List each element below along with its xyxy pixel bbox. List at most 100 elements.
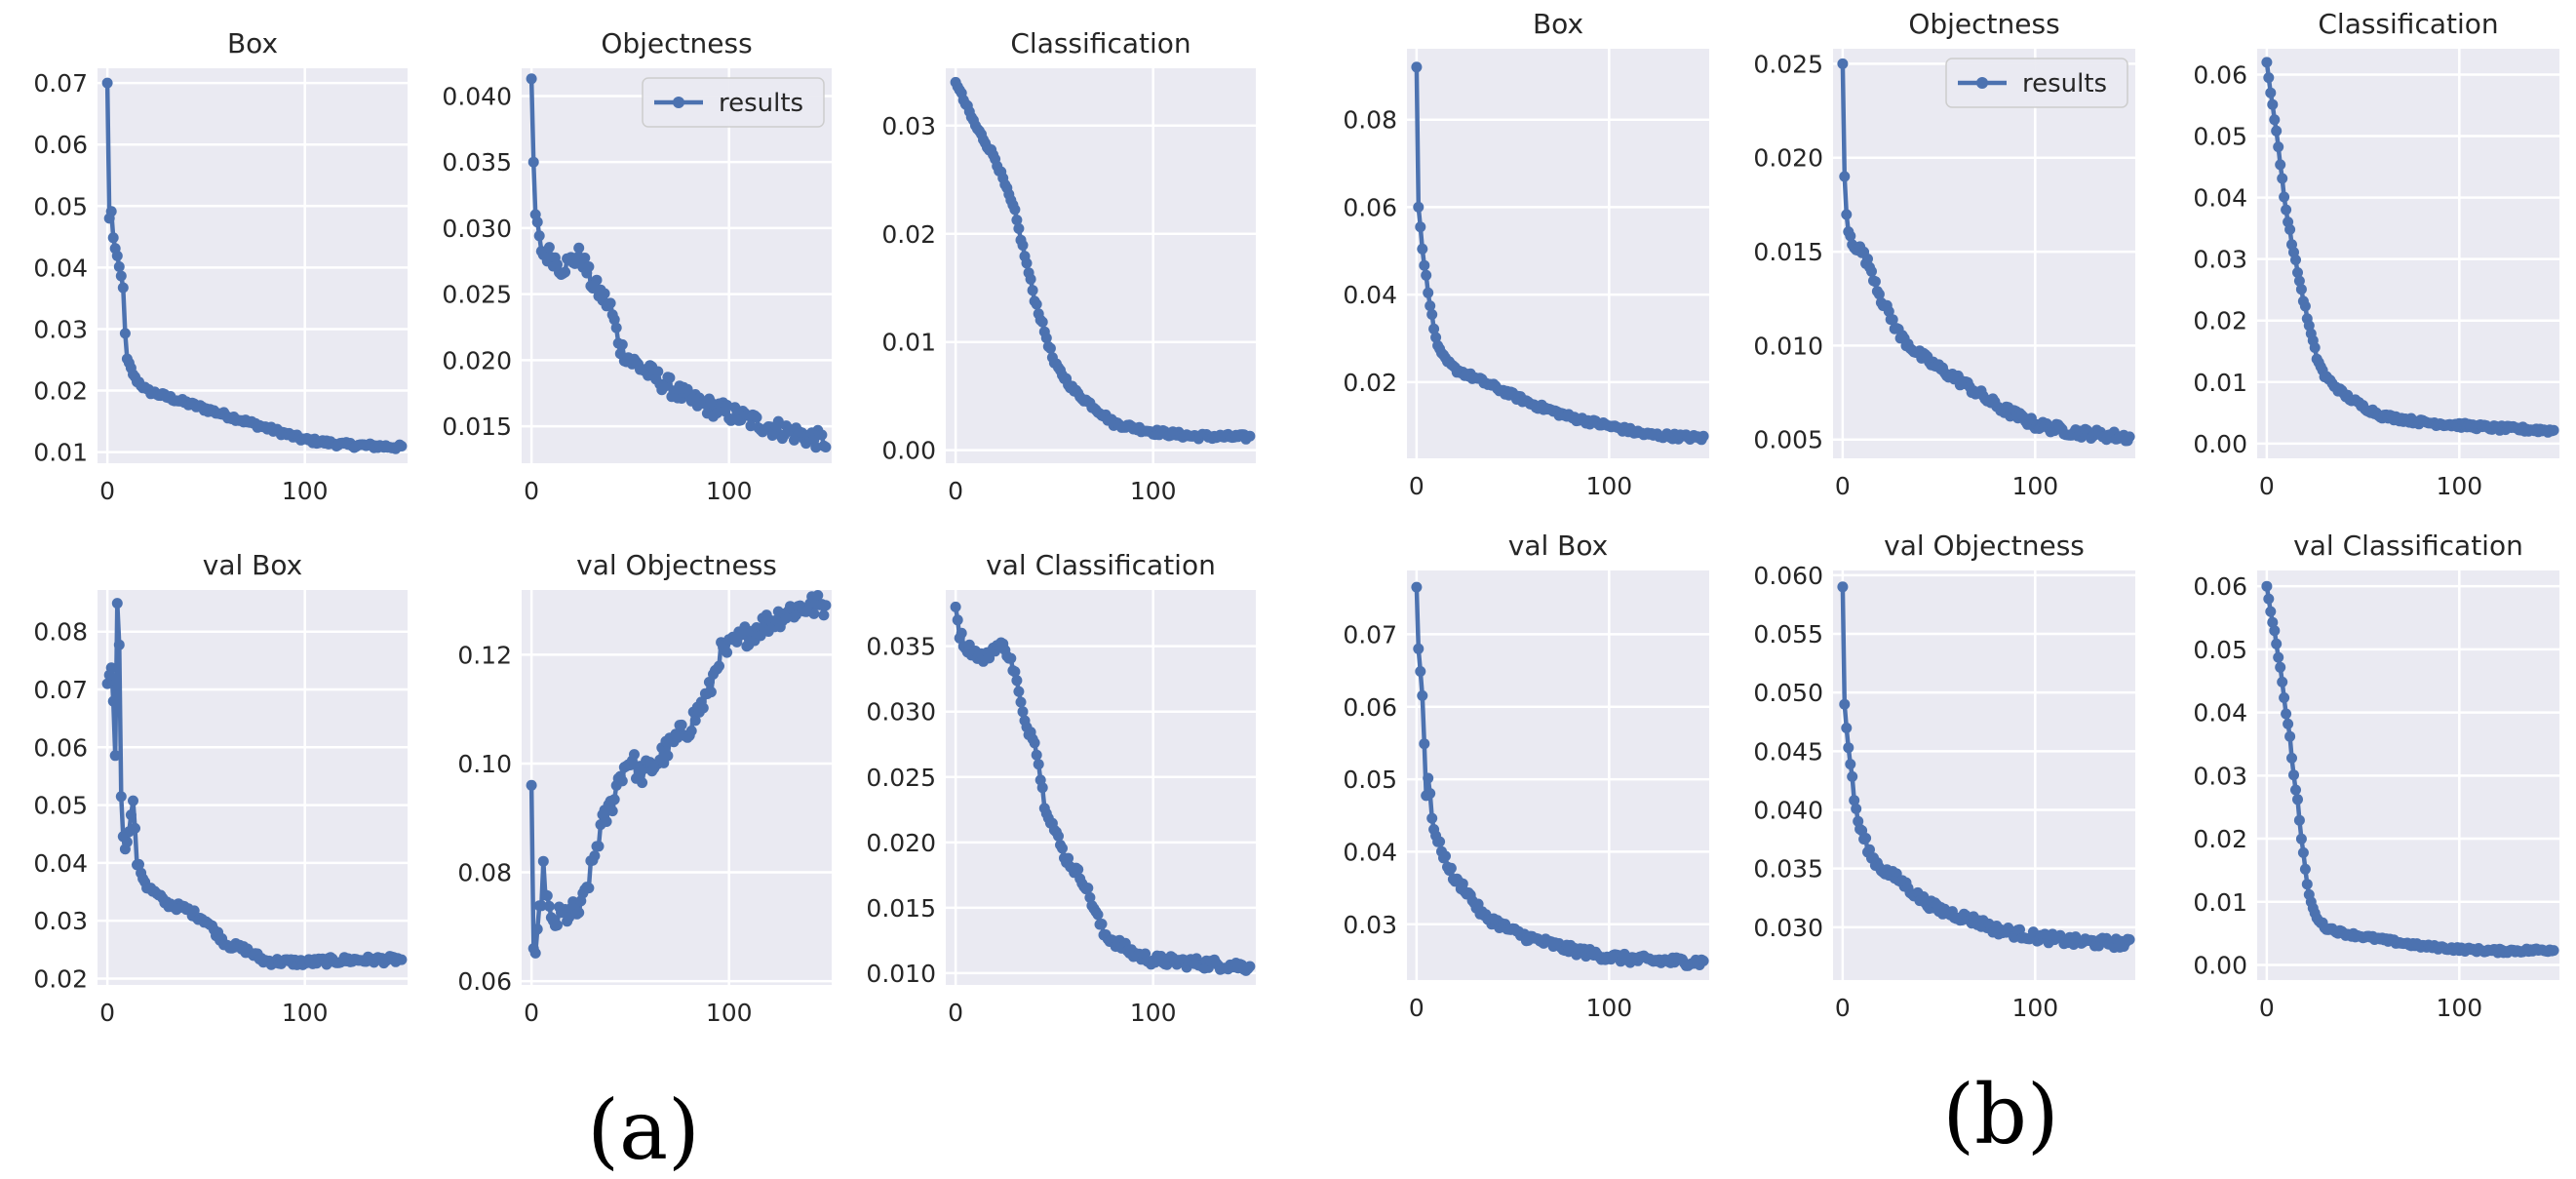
data-point — [2124, 431, 2135, 443]
data-point — [1698, 955, 1709, 966]
x-tick-label: 100 — [1130, 999, 1177, 1027]
plot-area — [98, 590, 408, 985]
data-point — [1839, 698, 1851, 710]
panel-b-4: 0.03 0.04 0.05 0.06 0.07 0 100 val Box — [1343, 530, 1709, 1022]
data-point — [820, 600, 832, 611]
data-point — [2301, 879, 2313, 890]
data-point — [1017, 706, 1029, 718]
data-point — [956, 627, 967, 639]
x-tick-label: 100 — [2436, 472, 2482, 500]
y-tick-label: 0.10 — [457, 750, 512, 778]
data-point — [1044, 342, 1056, 354]
data-point — [113, 261, 125, 272]
data-point — [2286, 752, 2297, 764]
data-point — [2292, 267, 2303, 278]
data-point — [1009, 666, 1021, 678]
y-tick-label: 0.06 — [2193, 60, 2247, 89]
data-point — [685, 726, 697, 736]
data-point — [125, 809, 137, 821]
legend: results — [1945, 58, 2128, 108]
data-point — [676, 719, 687, 730]
panel-a-2: 0.015 0.020 0.025 0.030 0.035 0.040 0 100 Object… — [442, 27, 832, 505]
y-tick-label: 0.05 — [2193, 123, 2247, 151]
y-tick-label: 0.030 — [442, 215, 512, 243]
data-point — [573, 907, 585, 919]
data-point — [812, 590, 824, 601]
legend: results — [642, 77, 825, 128]
data-point — [2269, 625, 2281, 637]
data-point — [2281, 708, 2292, 720]
data-point — [101, 77, 113, 89]
data-point — [2014, 924, 2025, 935]
panel-b-6: 0.00 0.01 0.02 0.03 0.04 0.05 0.06 0 100 val Clas… — [2193, 530, 2559, 1022]
x-tick-label: 100 — [1585, 994, 1632, 1022]
y-tick-label: 0.04 — [1343, 281, 1397, 309]
y-tick-label: 0.07 — [33, 69, 88, 98]
panel-a-3: 0.00 0.01 0.02 0.03 0 100 Classification — [881, 27, 1256, 505]
data-point — [1887, 314, 1898, 326]
y-tick-label: 0.06 — [457, 967, 512, 996]
data-point — [111, 250, 123, 261]
data-point — [1411, 581, 1423, 593]
data-point — [2275, 661, 2286, 673]
data-point — [1426, 812, 1438, 824]
data-point — [2273, 651, 2284, 663]
data-point — [952, 614, 963, 626]
data-point — [115, 270, 127, 282]
data-point — [1031, 298, 1042, 310]
data-point — [2295, 284, 2307, 295]
x-tick-label: 0 — [524, 999, 539, 1027]
data-point — [1057, 843, 1068, 854]
x-tick-label: 100 — [706, 999, 753, 1027]
data-point — [1837, 581, 1849, 593]
data-point — [2303, 320, 2315, 332]
y-tick-label: 0.06 — [1343, 693, 1397, 722]
panel-b-3: 0.00 0.01 0.02 0.03 0.04 0.05 0.06 0 100 Classifi… — [2193, 8, 2559, 500]
y-tick-label: 0.04 — [33, 849, 88, 878]
data-point — [105, 662, 117, 674]
y-tick-label: 0.05 — [33, 792, 88, 820]
data-point — [1440, 850, 1451, 862]
panel-a-4: 0.02 0.03 0.04 0.05 0.06 0.07 0.08 0 100 val Box — [33, 549, 408, 1027]
data-point — [601, 816, 612, 827]
data-point — [818, 609, 830, 621]
y-tick-label: 0.02 — [33, 377, 88, 406]
subfigure-label-a: (a) — [587, 1082, 700, 1178]
x-tick-label: 100 — [282, 477, 329, 505]
data-point — [1415, 666, 1426, 677]
data-point — [109, 750, 121, 762]
data-point — [115, 791, 127, 803]
legend-label: results — [719, 89, 803, 118]
data-point — [543, 900, 555, 912]
plot-title: Classification — [1010, 27, 1190, 59]
y-tick-label: 0.02 — [2193, 307, 2247, 335]
plot-area — [2257, 49, 2559, 458]
data-point — [610, 322, 622, 334]
data-point — [662, 750, 674, 762]
x-tick-label: 0 — [2259, 472, 2275, 500]
y-tick-label: 0.03 — [33, 907, 88, 935]
y-tick-label: 0.025 — [442, 281, 512, 309]
data-point — [2299, 863, 2311, 875]
data-point — [1036, 782, 1048, 794]
data-point — [1869, 276, 1881, 288]
y-tick-label: 0.04 — [33, 254, 88, 282]
data-point — [664, 372, 676, 383]
data-point — [1423, 287, 1434, 298]
y-tick-label: 0.07 — [1343, 620, 1397, 648]
data-point — [1029, 737, 1040, 749]
data-point — [1430, 332, 1442, 343]
panel-a-6: 0.010 0.015 0.020 0.025 0.030 0.035 0 100 val Cl… — [866, 549, 1256, 1027]
data-point — [1021, 257, 1033, 269]
plot-title: Classification — [2318, 8, 2498, 40]
data-point — [396, 441, 408, 452]
data-point — [541, 890, 553, 901]
y-tick-label: 0.03 — [2193, 762, 2247, 790]
panel-b-1: 0.02 0.04 0.06 0.08 0 100 Box — [1343, 8, 1709, 500]
data-point — [1096, 919, 1108, 929]
data-point — [703, 677, 715, 688]
data-point — [2309, 342, 2321, 353]
data-point — [1092, 909, 1104, 921]
